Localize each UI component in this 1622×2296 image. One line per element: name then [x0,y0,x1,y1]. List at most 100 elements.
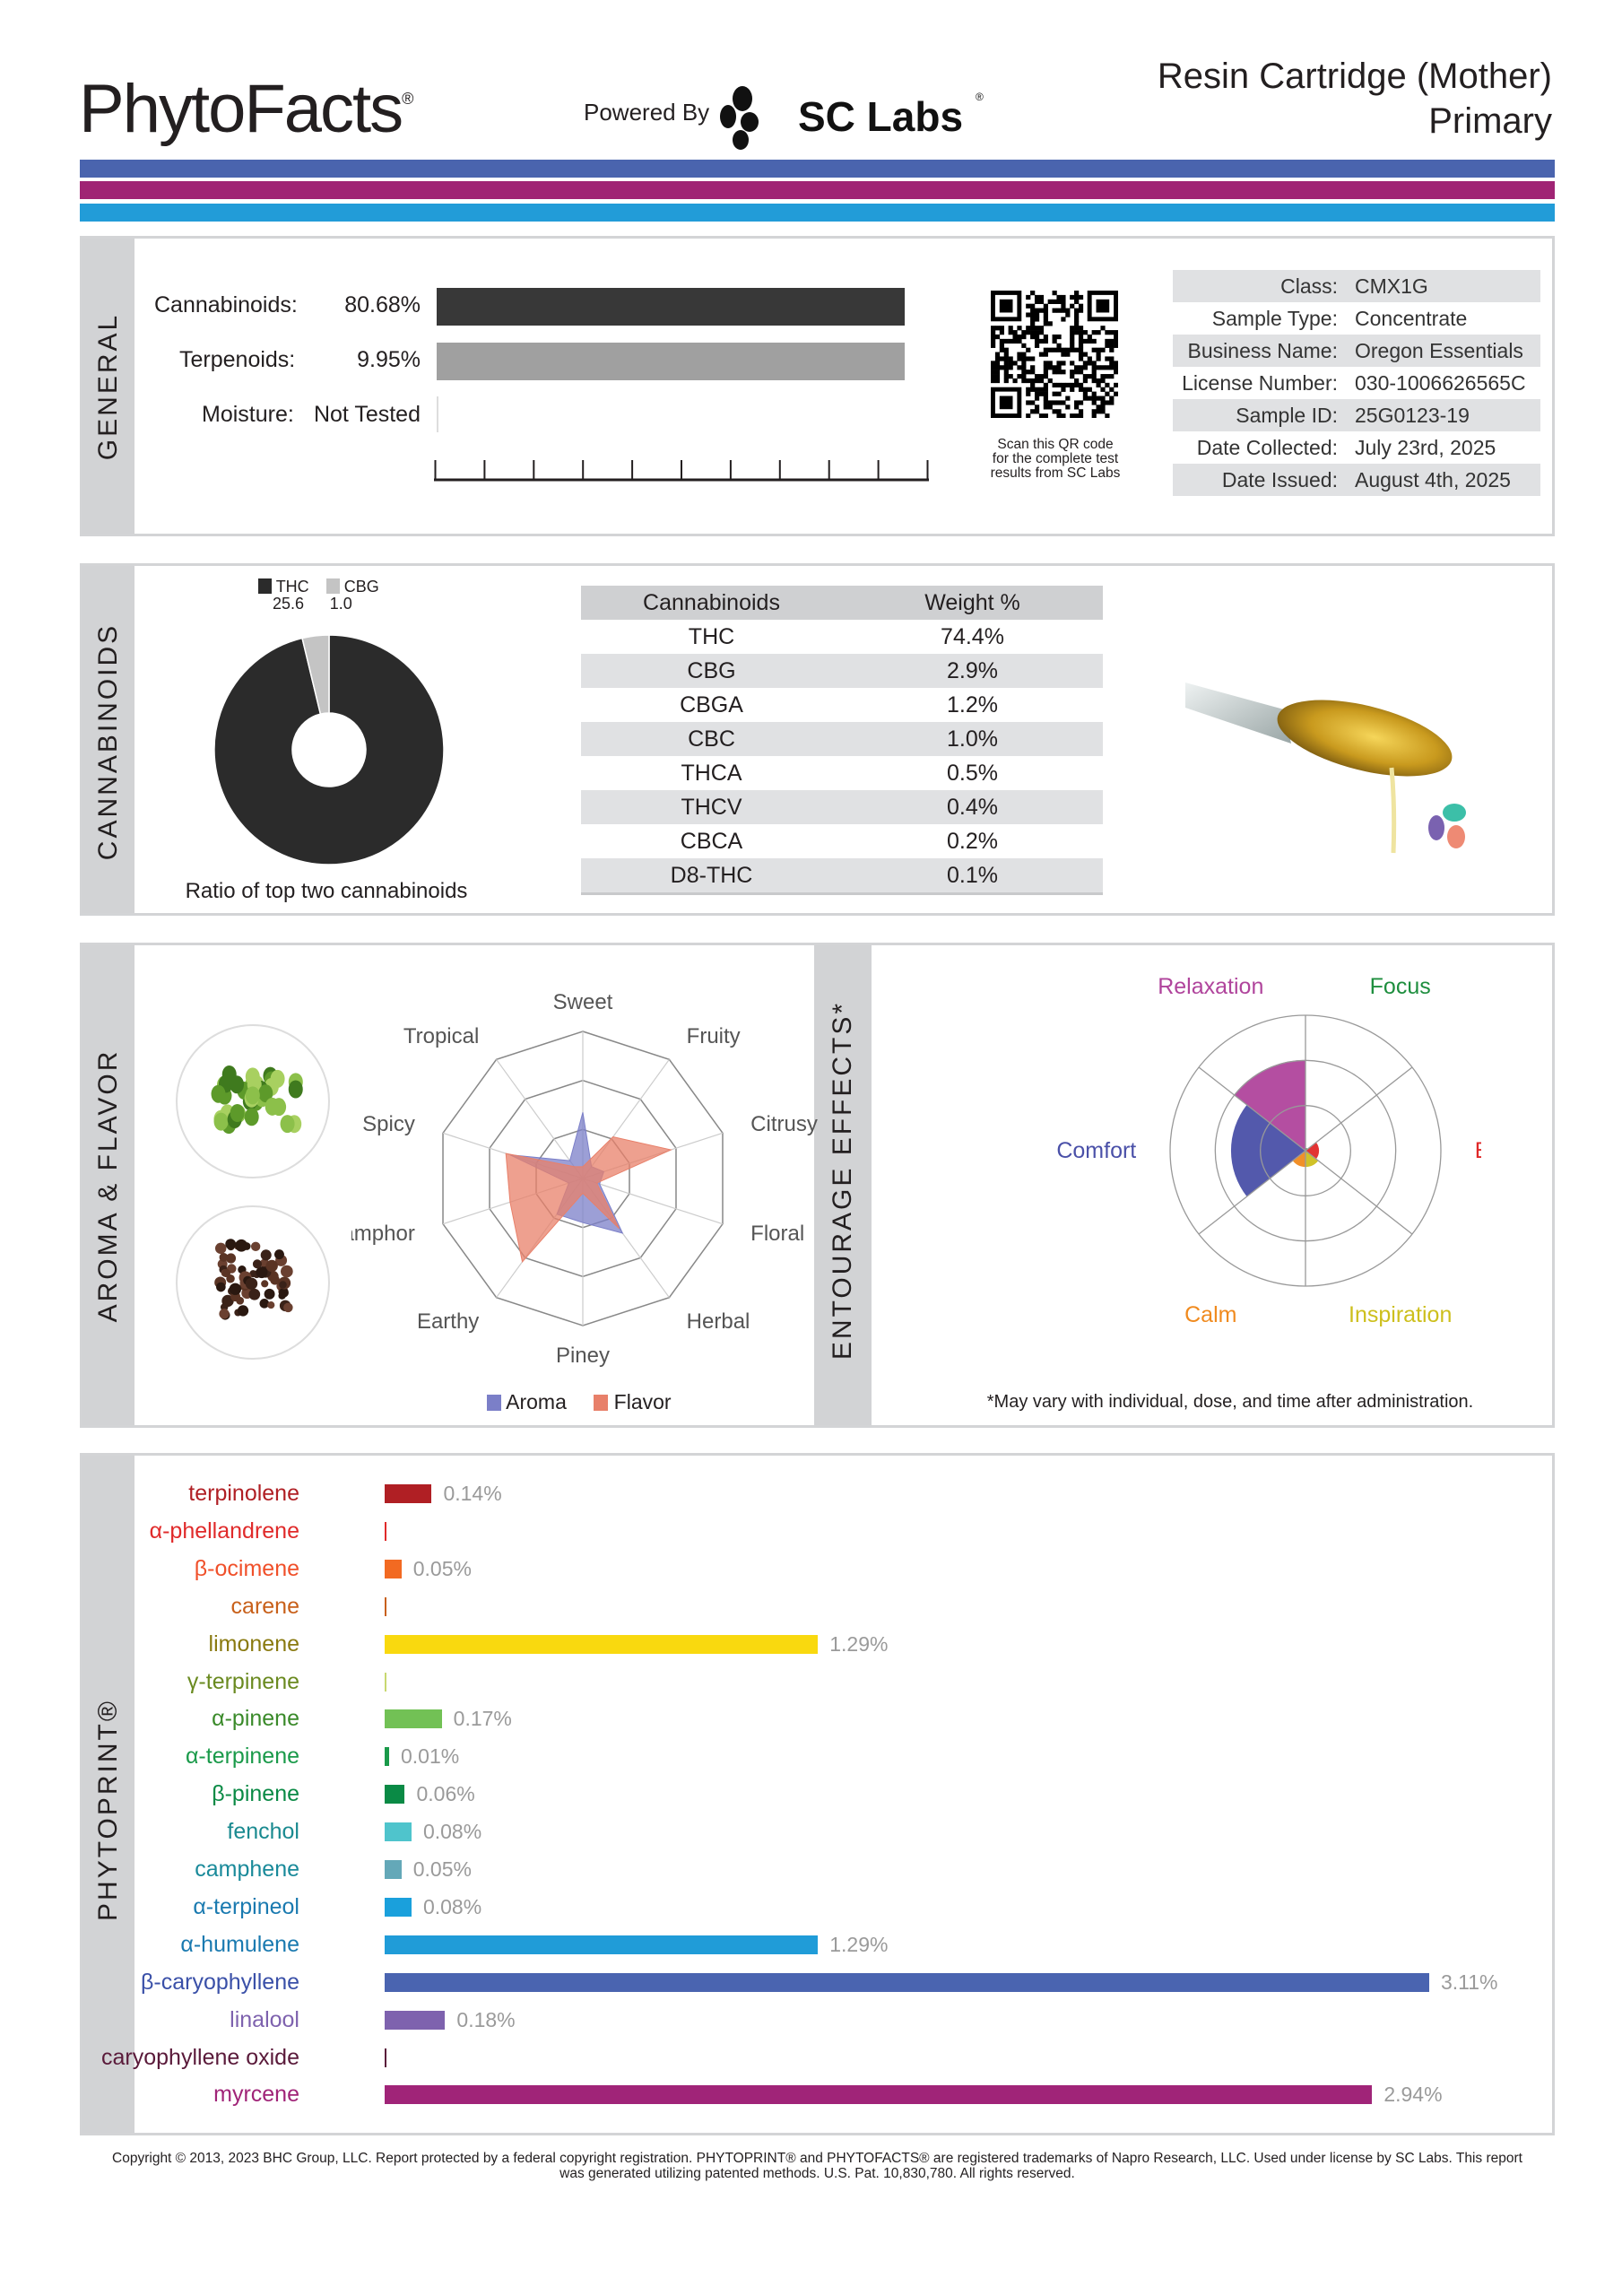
table-row: THCA 0.5% [581,756,1103,790]
qr-caption-line: Scan this QR code [997,437,1114,452]
oil-spoon-image [1185,683,1466,854]
legend-value: 1.0 [329,595,352,613]
scale-axis [434,460,929,482]
terpene-value: 0.05% [412,1556,472,1580]
effect-label-inspiration: Inspiration [1349,1302,1452,1327]
info-row: Date Collected: July 23rd, 2025 [1173,431,1540,464]
copyright-footer: Copyright © 2013, 2023 BHC Group, LLC. R… [80,2151,1555,2181]
logo-dot [741,112,759,132]
terpene-value: 2.94% [1383,2083,1443,2107]
effect-label-energy: Energy [1475,1138,1481,1163]
effect-wedge-relaxation [1234,1059,1305,1151]
ratio-caption: Ratio of top two cannabinoids [185,879,468,903]
peppercorn-image [176,1205,330,1360]
terpene-bar [385,1672,386,1692]
cannabinoids-value: 80.68% [344,292,421,317]
terpene-label: β-pinene [212,1781,299,1807]
table-row: CBCA 0.2% [581,824,1103,858]
terpene-label: α-terpineol [193,1893,299,1919]
info-value: CMX1G [1355,274,1428,298]
cannabinoid-name: CBC [688,726,735,752]
section-label: CANNABINOIDS [93,622,123,861]
table-row: THCV 0.4% [581,790,1103,824]
stripe-cyan [80,204,1555,222]
phytofacts-logo: PhytoFacts® [79,70,413,148]
terpene-value: 0.08% [422,1820,482,1844]
info-label: Class: [1280,274,1338,298]
legend-flavor: Flavor [613,1390,672,1413]
lab-logo-text: SC Labs [798,93,963,140]
info-row: Business Name: Oregon Essentials [1173,335,1540,367]
cannabinoid-name: CBCA [680,829,743,854]
legend-name: THC [275,578,309,596]
cannabinoids-bar [437,288,905,326]
terpene-value: 1.29% [829,1631,889,1656]
general-panel: GENERAL Cannabinoids: 80.68% Terpenoids:… [80,236,1555,536]
cannabinoid-weight: 2.9% [947,658,998,683]
terpene-value: 0.06% [416,1782,475,1806]
lab-logo-mark: ® [976,91,984,103]
info-row: License Number: 030-1006626565C [1173,367,1540,399]
terpene-value: 0.17% [453,1707,512,1731]
terpene-label: α-phellandrene [149,1518,299,1544]
info-row: Sample Type: Concentrate [1173,302,1540,335]
terpene-label: γ-terpinene [186,1668,299,1694]
terpene-label: β-ocimene [194,1555,299,1581]
table-header: Cannabinoids Weight % [581,586,1103,620]
effect-wedge-calm [1292,1151,1305,1168]
legend-cbg: CBG 1.0 [325,578,379,613]
header-cannabinoids: Cannabinoids [643,590,780,615]
product-subtitle: Primary [1428,101,1552,141]
logo-dot [1428,815,1444,840]
effect-label-comfort: Comfort [1056,1138,1136,1163]
terpene-label: caryophyllene oxide [101,2044,299,2070]
info-label: Business Name: [1187,339,1338,362]
terpenoids-label: Terpenoids: [179,347,296,372]
legend-thc: THC 25.6 [258,578,309,613]
cannabinoid-name: THCV [681,795,742,820]
product-title: Resin Cartridge (Mother) Primary [1158,54,1552,144]
effect-wedge-comfort [1230,1104,1305,1197]
ratio-legend: THC 25.6 CBG 1.0 [258,578,379,613]
entourage-footnote: *May vary with individual, dose, and tim… [986,1392,1474,1412]
table-row: D8-THC 0.1% [581,858,1103,892]
terpene-bar [385,1484,432,1503]
product-name: Resin Cartridge (Mother) [1157,57,1552,96]
terpene-label: carene [230,1593,299,1619]
cannabinoid-weight: 0.5% [947,761,998,786]
legend-value: 25.6 [273,595,305,613]
radar-spoke [582,1178,724,1225]
legend-swatch-aroma [487,1395,501,1411]
effect-label-relaxation: Relaxation [1158,974,1263,999]
phytoprint-panel: PHYTOPRINT® terpinolene 0.14% α-phellandre… [80,1453,1555,2135]
cannabinoids-panel: CANNABINOIDS THC 25.6 CBG 1.0 Ratio of t… [80,563,1555,916]
terpene-bar [385,1972,1429,1992]
terpene-bar [385,1860,402,1879]
powered-by-label: Powered By [584,99,710,126]
terpene-value: 0.08% [422,1894,482,1918]
table-row: CBG 2.9% [581,654,1103,688]
donut-slice-cbg [301,634,330,716]
effect-label-focus: Focus [1370,974,1431,999]
qr-code[interactable] [991,291,1118,418]
radar-axis-label: Piney [556,1344,610,1368]
qr-caption-line: results from SC Labs [990,465,1121,481]
radar-axis-label: Spicy [362,1112,415,1136]
stripe-blue [80,160,1555,178]
terpene-value: 1.29% [829,1932,889,1956]
terpene-label: fenchol [227,1819,299,1845]
info-label: Sample ID: [1236,404,1338,427]
info-row: Class: CMX1G [1173,270,1540,302]
terpene-value: 0.01% [401,1744,460,1769]
stripe-magenta [80,181,1555,199]
sc-labs-logo: SC Labs ® [720,86,984,150]
terpene-value: 0.18% [456,2007,516,2031]
moisture-bar [437,396,438,432]
legend-swatch-flavor [594,1395,609,1411]
terpene-label: β-caryophyllene [141,1969,299,1995]
qr-caption-line: for the complete test [992,451,1119,466]
phytoprint-sidebar: PHYTOPRINT® [82,1456,134,2133]
cannabinoid-weight: 1.0% [947,726,998,752]
info-value: July 23rd, 2025 [1355,436,1496,459]
terpene-value: 3.11% [1441,1970,1498,1994]
